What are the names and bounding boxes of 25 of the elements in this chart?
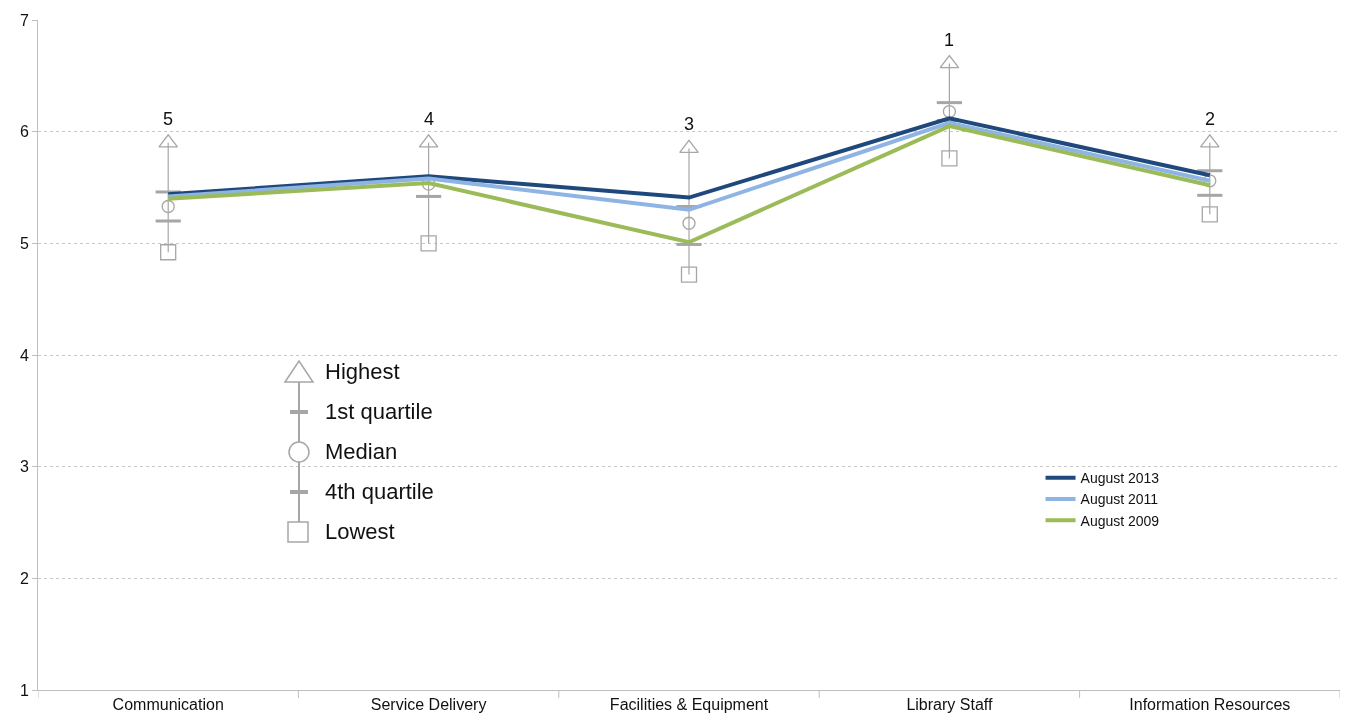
legend-label: August 2013 — [1080, 470, 1160, 487]
legend-label: Lowest — [325, 519, 395, 545]
y-tick-label: 3 — [19, 458, 29, 476]
annotation: Median — [325, 439, 398, 465]
x-tick-label: Information Resources — [1129, 696, 1291, 714]
annotation: 1 — [944, 30, 955, 50]
y-tick-label: 6 — [19, 123, 29, 141]
y-tick-label: 2 — [19, 569, 29, 587]
x-tick-label: Communication — [112, 696, 224, 714]
legend-label: Highest — [325, 359, 400, 385]
x-tick-label: Facilities & Equipment — [609, 696, 769, 714]
annotation: 5 — [163, 109, 174, 129]
annotation: 1st quartile — [325, 399, 433, 425]
y-tick-label: 1 — [19, 681, 29, 699]
annotation: 2 — [1205, 109, 1216, 129]
y-tick-label: 7 — [19, 11, 29, 29]
x-tick-label: Service Delivery — [370, 696, 487, 714]
legend-label: August 2009 — [1080, 512, 1160, 529]
legend-label: August 2011 — [1080, 491, 1159, 508]
y-tick-label: 4 — [19, 346, 29, 364]
annotation: 3 — [684, 114, 695, 134]
y-tick-label: 5 — [19, 234, 29, 252]
annotation: 4th quartile — [325, 479, 434, 505]
x-tick-label: Library Staff — [906, 696, 993, 714]
annotation: 4 — [424, 109, 435, 129]
